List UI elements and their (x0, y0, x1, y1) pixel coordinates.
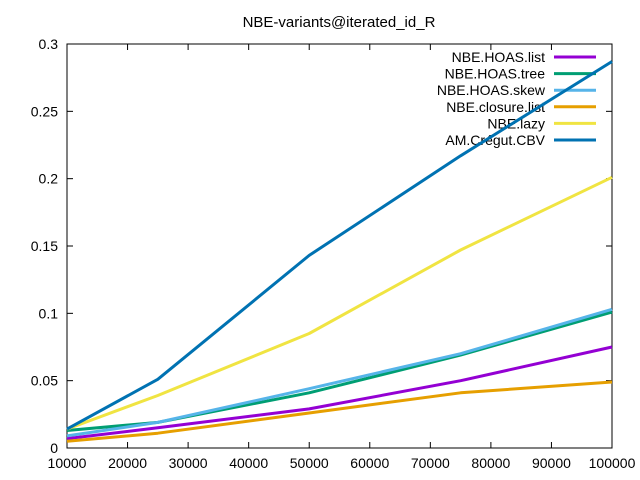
x-tick-label: 50000 (290, 455, 329, 471)
series-line-5 (66, 175, 613, 431)
y-tick-label: 0.15 (31, 238, 58, 254)
y-tick-label: 0.05 (31, 373, 58, 389)
legend-label: NBE.lazy (487, 115, 545, 131)
chart-title: NBE-variants@iterated_id_R (243, 14, 436, 31)
y-tick-label: 0.25 (31, 103, 58, 119)
x-axis: 10000 20000 30000 40000 50000 60000 70000 80000… (48, 44, 636, 471)
series-line-3 (66, 307, 613, 438)
legend-label: AM.Crégut.CBV (445, 132, 545, 148)
legend-label: NBE.closure.list (446, 99, 545, 115)
x-tick-label: 100000 (589, 455, 636, 471)
legend: NBE.HOAS.listNBE.HOAS.treeNBE.HOAS.skewN… (437, 49, 596, 148)
legend-label: NBE.HOAS.skew (437, 82, 546, 98)
legend-label: NBE.HOAS.tree (445, 66, 546, 82)
x-tick-label: 70000 (411, 455, 450, 471)
series-lines (66, 60, 613, 443)
series-line-4 (66, 380, 613, 443)
x-tick-label: 40000 (229, 455, 268, 471)
x-tick-label: 10000 (48, 455, 87, 471)
legend-label: NBE.HOAS.list (452, 49, 545, 65)
y-tick-label: 0.3 (39, 36, 59, 52)
series-line-2 (66, 310, 613, 432)
series-line-1 (66, 345, 613, 441)
x-tick-label: 80000 (471, 455, 510, 471)
y-tick-label: 0 (50, 440, 58, 456)
x-tick-label: 60000 (350, 455, 389, 471)
y-tick-label: 0.2 (39, 171, 59, 187)
x-tick-label: 90000 (532, 455, 571, 471)
series-line-6 (66, 60, 613, 431)
x-tick-label: 20000 (108, 455, 147, 471)
y-tick-label: 0.1 (39, 305, 59, 321)
x-tick-label: 30000 (169, 455, 208, 471)
y-axis: 0 0.05 0.1 0.15 0.2 0.25 0.3 (31, 36, 612, 456)
